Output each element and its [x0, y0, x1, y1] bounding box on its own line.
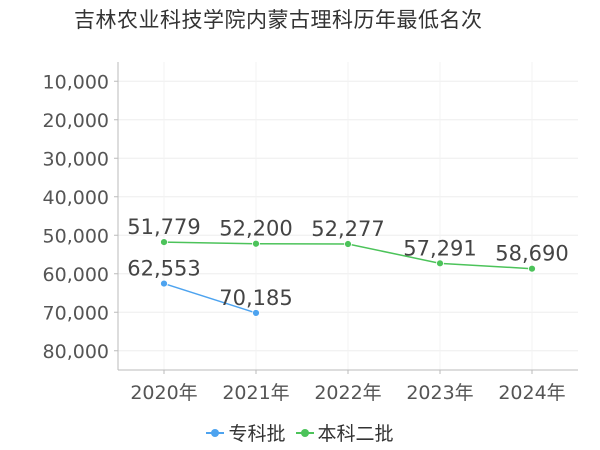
legend: 专科批 本科二批	[0, 419, 600, 446]
data-label: 58,690	[495, 242, 568, 266]
label-layer: 62,553 70,185 51,779 52,200 52,277 57,291 58,6…	[127, 215, 568, 310]
x-tick-label: 2022年	[314, 382, 381, 404]
data-label: 52,200	[219, 217, 292, 241]
data-label: 70,185	[219, 286, 292, 310]
x-tick-label: 2020年	[130, 382, 197, 404]
data-label: 57,291	[403, 236, 476, 260]
y-tick-label: 40,000	[43, 187, 109, 209]
y-tick-label: 60,000	[43, 264, 109, 286]
x-tick-label: 2023年	[406, 382, 473, 404]
series-layer	[160, 238, 536, 317]
series-line-0	[163, 282, 257, 314]
y-tick-label: 20,000	[43, 110, 109, 132]
axis-layer: 10,000 20,000 30,000 40,000 50,000 60,000 70,0…	[43, 62, 578, 404]
legend-item-benke-erpi[interactable]: 本科二批	[295, 419, 394, 446]
data-label: 62,553	[127, 257, 200, 281]
data-point[interactable]	[160, 238, 168, 246]
legend-marker-zhuanke-icon	[206, 427, 225, 439]
y-tick-label: 80,000	[43, 341, 109, 363]
y-tick-label: 10,000	[43, 71, 109, 93]
x-tick-label: 2024年	[498, 382, 565, 404]
grid-layer	[118, 62, 578, 370]
data-point[interactable]	[252, 309, 260, 317]
data-point[interactable]	[436, 259, 444, 268]
legend-label-zhuanke: 专科批	[228, 423, 286, 445]
y-tick-label: 70,000	[43, 302, 109, 324]
data-label: 51,779	[127, 215, 200, 239]
y-tick-label: 50,000	[43, 225, 109, 247]
x-tick-label: 2021年	[222, 382, 289, 404]
y-tick-label: 30,000	[43, 148, 109, 170]
data-point[interactable]	[528, 264, 536, 273]
data-point[interactable]	[344, 240, 352, 248]
data-point[interactable]	[252, 239, 260, 248]
legend-marker-benke-erpi-icon	[295, 427, 314, 439]
legend-item-zhuanke[interactable]: 专科批	[206, 419, 286, 446]
chart-title: 吉林农业科技学院内蒙古理科历年最低名次	[74, 8, 483, 32]
data-label: 52,277	[311, 217, 384, 241]
legend-label-benke-erpi: 本科二批	[317, 423, 394, 445]
data-point[interactable]	[160, 279, 168, 288]
